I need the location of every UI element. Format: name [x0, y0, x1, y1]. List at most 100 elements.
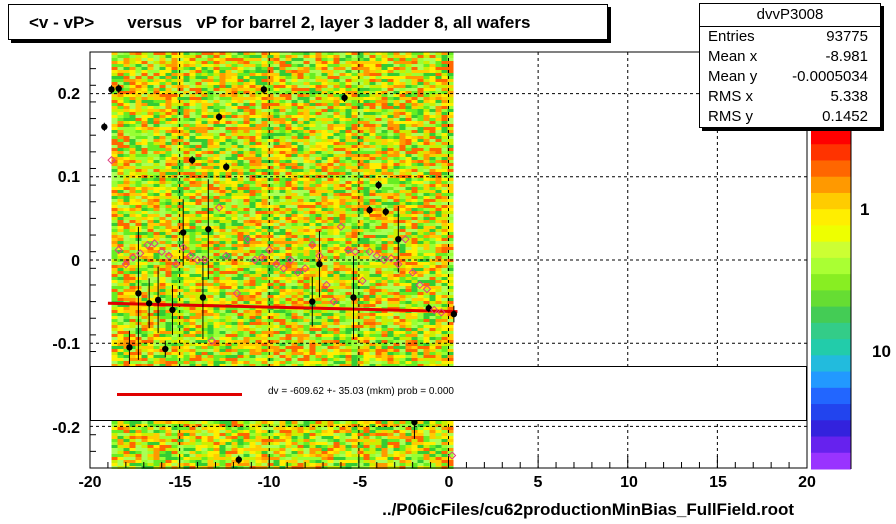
heatmap-cell: [213, 145, 220, 148]
heatmap-cell: [405, 298, 412, 301]
heatmap-cell: [189, 301, 196, 304]
heatmap-cell: [183, 217, 190, 220]
heatmap-cell: [303, 121, 310, 124]
heatmap-cell: [399, 130, 406, 133]
heatmap-cell: [279, 154, 286, 157]
heatmap-cell: [183, 151, 190, 154]
heatmap-cell: [261, 289, 268, 292]
heatmap-cell: [363, 109, 370, 112]
heatmap-cell: [243, 109, 250, 112]
heatmap-cell: [111, 79, 118, 82]
heatmap-cell: [267, 301, 274, 304]
heatmap-cell: [369, 274, 376, 277]
heatmap-cell: [417, 76, 424, 79]
heatmap-cell: [249, 172, 256, 175]
heatmap-cell: [429, 112, 436, 115]
heatmap-cell: [243, 91, 250, 94]
heatmap-cell: [279, 82, 286, 85]
heatmap-cell: [261, 160, 268, 163]
heatmap-cell: [387, 229, 394, 232]
heatmap-cell: [195, 217, 202, 220]
heatmap-cell: [237, 88, 244, 91]
heatmap-cell: [309, 85, 316, 88]
heatmap-cell: [423, 106, 430, 109]
heatmap-cell: [207, 100, 214, 103]
heatmap-cell: [387, 106, 394, 109]
heatmap-cell: [171, 76, 178, 79]
heatmap-cell: [279, 64, 286, 67]
heatmap-cell: [339, 232, 346, 235]
heatmap-cell: [423, 136, 430, 139]
heatmap-cell: [261, 82, 268, 85]
heatmap-cell: [381, 160, 388, 163]
heatmap-cell: [201, 82, 208, 85]
heatmap-cell: [297, 97, 304, 100]
heatmap-cell: [243, 151, 250, 154]
heatmap-cell: [255, 178, 262, 181]
heatmap-cell: [297, 184, 304, 187]
heatmap-cell: [153, 247, 160, 250]
heatmap-cell: [291, 133, 298, 136]
heatmap-cell: [183, 235, 190, 238]
heatmap-cell: [369, 247, 376, 250]
heatmap-cell: [267, 280, 274, 283]
heatmap-cell: [261, 274, 268, 277]
heatmap-cell: [279, 115, 286, 118]
heatmap-cell: [375, 133, 382, 136]
heatmap-cell: [447, 268, 454, 271]
heatmap-cell: [315, 88, 322, 91]
heatmap-cell: [111, 133, 118, 136]
heatmap-cell: [321, 172, 328, 175]
heatmap-cell: [189, 97, 196, 100]
heatmap-cell: [195, 286, 202, 289]
heatmap-cell: [387, 103, 394, 106]
heatmap-cell: [435, 157, 442, 160]
heatmap-cell: [279, 97, 286, 100]
heatmap-cell: [327, 277, 334, 280]
heatmap-cell: [231, 121, 238, 124]
heatmap-cell: [111, 310, 118, 313]
heatmap-cell: [219, 265, 226, 268]
heatmap-cell: [441, 262, 448, 265]
heatmap-cell: [165, 190, 172, 193]
heatmap-cell: [423, 94, 430, 97]
heatmap-cell: [141, 73, 148, 76]
heatmap-cell: [375, 55, 382, 58]
heatmap-cell: [111, 151, 118, 154]
heatmap-cell: [387, 271, 394, 274]
heatmap-cell: [195, 301, 202, 304]
heatmap-cell: [393, 271, 400, 274]
heatmap-cell: [423, 301, 430, 304]
heatmap-cell: [129, 292, 136, 295]
heatmap-cell: [165, 148, 172, 151]
heatmap-cell: [363, 100, 370, 103]
heatmap-cell: [249, 250, 256, 253]
heatmap-cell: [423, 262, 430, 265]
heatmap-cell: [117, 181, 124, 184]
heatmap-cell: [405, 88, 412, 91]
heatmap-cell: [111, 52, 118, 55]
heatmap-cell: [117, 151, 124, 154]
heatmap-cell: [417, 268, 424, 271]
heatmap-cell: [399, 241, 406, 244]
heatmap-cell: [399, 103, 406, 106]
heatmap-cell: [345, 214, 352, 217]
heatmap-cell: [339, 310, 346, 313]
heatmap-cell: [273, 238, 280, 241]
heatmap-cell: [351, 100, 358, 103]
heatmap-cell: [183, 58, 190, 61]
heatmap-cell: [153, 130, 160, 133]
heatmap-cell: [357, 211, 364, 214]
heatmap-cell: [345, 253, 352, 256]
heatmap-cell: [417, 187, 424, 190]
heatmap-cell: [315, 166, 322, 169]
heatmap-cell: [447, 193, 454, 196]
heatmap-cell: [201, 313, 208, 316]
heatmap-cell: [243, 214, 250, 217]
heatmap-cell: [231, 55, 238, 58]
heatmap-cell: [417, 202, 424, 205]
heatmap-cell: [225, 298, 232, 301]
heatmap-cell: [315, 157, 322, 160]
heatmap-cell: [183, 295, 190, 298]
heatmap-cell: [327, 115, 334, 118]
